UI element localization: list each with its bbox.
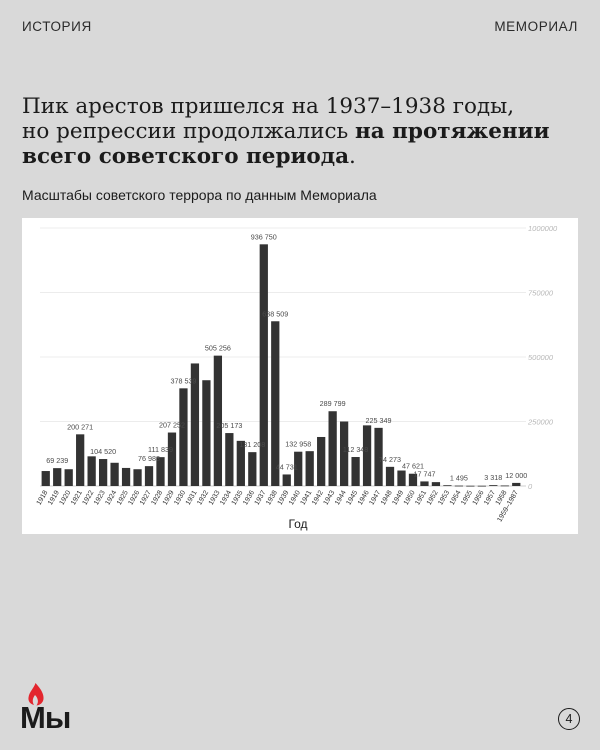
bar: [121, 467, 131, 486]
bar: [351, 457, 360, 486]
bar: [190, 363, 200, 486]
data-label: 936 750: [251, 232, 277, 241]
bar: [236, 440, 245, 486]
bar: [179, 388, 188, 486]
memorial-logo: Мы: [20, 683, 71, 731]
bar: [202, 380, 211, 486]
logo-wordmark: Мы: [20, 700, 70, 731]
bar: [466, 485, 475, 487]
data-label: 200 271: [67, 422, 93, 431]
bar: [374, 427, 383, 486]
data-label: 638 509: [262, 309, 288, 318]
bar: [477, 485, 486, 487]
data-label: 44 731: [276, 462, 298, 471]
headline-line-3-suffix: .: [349, 144, 356, 169]
bar: [271, 321, 280, 486]
bar: [98, 459, 108, 486]
bar: [500, 485, 509, 487]
bar: [248, 452, 257, 486]
chart-subtitle: Масштабы советского террора по данным Ме…: [22, 187, 377, 203]
y-tick-label: 750000: [528, 289, 554, 298]
bar: [76, 434, 85, 486]
headline-line-2-bold: на протяжении: [355, 119, 550, 144]
data-label: 225 349: [366, 416, 392, 425]
y-tick-label: 1000000: [528, 224, 558, 233]
bar: [305, 451, 314, 486]
bar: [294, 451, 303, 486]
y-tick-label: 250000: [527, 418, 554, 427]
y-tick-label: 0: [528, 482, 533, 491]
data-label: 76 983: [138, 454, 160, 463]
section-label: ИСТОРИЯ: [22, 19, 92, 34]
data-label: 505 256: [205, 344, 231, 353]
bar: [512, 482, 521, 486]
x-axis-title: Год: [288, 517, 307, 531]
bar: [282, 474, 291, 486]
data-label: 378 539: [170, 376, 196, 385]
bar: [225, 433, 234, 486]
bar: [362, 425, 372, 486]
data-label: 112 348: [343, 445, 368, 454]
bar: [133, 469, 142, 486]
bar: [317, 436, 326, 486]
bar: [420, 481, 429, 486]
bar: [213, 355, 223, 486]
bar: [431, 482, 441, 486]
y-tick-label: 500000: [528, 353, 554, 362]
bar: [454, 485, 464, 487]
bar: [443, 485, 452, 487]
data-label: 104 520: [90, 447, 116, 456]
bar: [41, 471, 50, 486]
bar: [489, 485, 498, 486]
bar: [53, 468, 62, 486]
bar: [385, 466, 395, 486]
bar: [339, 421, 349, 486]
flame-icon: [28, 683, 44, 706]
headline-line-1: Пик арестов пришелся на 1937–1938 годы,: [22, 94, 515, 119]
data-label: 207 252: [159, 421, 185, 430]
bar: [167, 432, 177, 486]
bar: [64, 469, 73, 486]
data-label: 131 208: [239, 440, 265, 449]
bar: [397, 470, 406, 486]
bar: [87, 456, 96, 486]
chart-panel: 0 250000 500000 750000 1000000 69 239 200 271 1…: [22, 218, 578, 534]
bar: [110, 462, 119, 486]
data-label: 289 799: [320, 399, 346, 408]
bar-chart: 0 250000 500000 750000 1000000 69 239 200 271 1…: [36, 224, 558, 531]
data-label: 3 318: [484, 473, 502, 482]
headline-line-2-prefix: но репрессии продолжались: [22, 119, 356, 144]
headline-line-3-bold: всего советского периода: [22, 144, 350, 169]
data-label: 205 173: [216, 421, 242, 430]
data-label: 1 495: [450, 474, 468, 483]
bar: [144, 466, 154, 486]
bar: [259, 244, 268, 486]
data-label: 17 747: [413, 469, 435, 478]
headline: Пик арестов пришелся на 1937–1938 годы, …: [22, 94, 582, 169]
data-label: 47 621: [402, 462, 424, 471]
data-label: 69 239: [46, 456, 68, 465]
bar: [408, 473, 418, 486]
page-number-badge: 4: [558, 708, 580, 730]
data-label: 111 839: [148, 445, 173, 454]
bar: [156, 457, 165, 486]
data-label: 12 000: [505, 471, 527, 480]
data-label: 74 273: [379, 455, 401, 464]
brand-label: МЕМОРИАЛ: [494, 19, 578, 34]
bar: [328, 411, 337, 486]
data-label: 132 958: [285, 440, 311, 449]
